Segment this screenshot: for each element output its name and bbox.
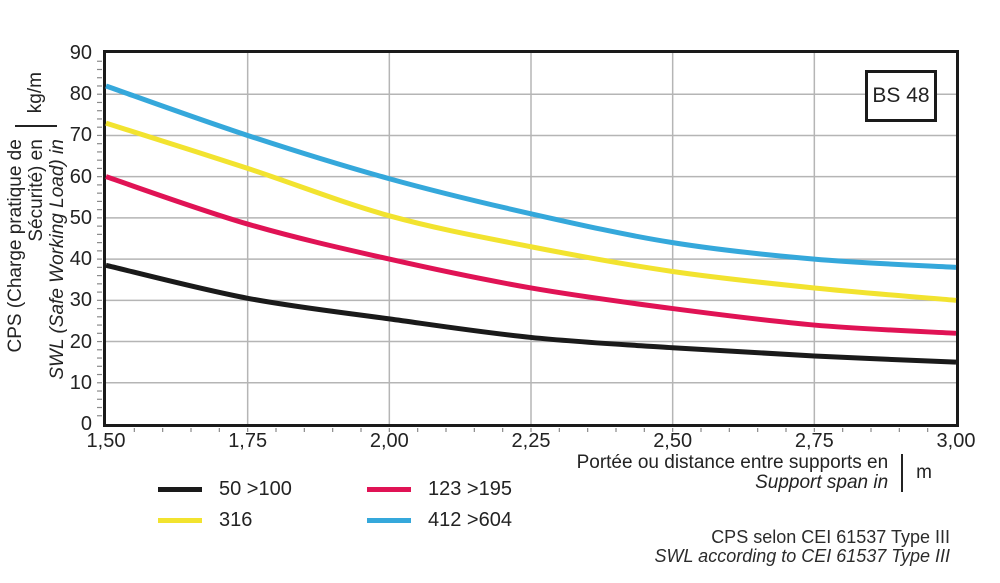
y-tick-label: 60 [69, 165, 92, 188]
legend-item: 123 >195 [367, 477, 512, 501]
legend-item: 412 >604 [367, 508, 512, 532]
y-axis-unit: kg/m [25, 72, 46, 114]
norm-reference: CPS selon CEI 61537 Type III SWL accordi… [655, 528, 951, 566]
legend-label: 316 [219, 508, 253, 531]
chart-canvas [97, 53, 957, 432]
plot-area [97, 50, 959, 432]
y-tick-label: 20 [69, 330, 92, 353]
y-tick-label: 0 [80, 413, 92, 435]
norm-reference-fr: CPS selon CEI 61537 Type III [711, 527, 950, 547]
legend-line-yellow [158, 517, 202, 523]
y-tick-label: 10 [69, 371, 92, 394]
y-axis-title: CPS (Charge pratique de Sécurité) en SWL… [5, 72, 68, 422]
legend-item: 316 [158, 508, 367, 532]
model-annotation-label: BS 48 [872, 84, 930, 107]
y-axis-title-fr: CPS (Charge pratique de Sécurité) en [4, 139, 47, 353]
y-tick-label: 50 [69, 206, 92, 229]
y-axis-title-en: SWL (Safe Working Load) in [46, 139, 68, 380]
curve-50-100 [105, 262, 957, 365]
y-tick-label: 90 [69, 42, 92, 64]
y-axis-unit-divider [15, 125, 57, 128]
curve-123-195 [105, 174, 957, 336]
x-tick-label: 2,75 [794, 430, 834, 452]
x-tick-label: 3,00 [936, 430, 976, 452]
curve-316 [105, 120, 957, 303]
legend-label: 50 >100 [219, 477, 292, 500]
y-tick-label: 80 [69, 83, 92, 106]
legend: 50 >100 123 >195 316 412 >604 [158, 477, 512, 532]
x-axis-title-en: Support span in [755, 472, 889, 493]
x-tick-label: 2,25 [511, 430, 551, 452]
x-axis-title-fr: Portée ou distance entre supports en [576, 452, 889, 473]
y-tick-label: 30 [69, 289, 92, 312]
x-tick-label: 2,50 [653, 430, 693, 452]
legend-line-black [158, 486, 202, 492]
x-axis-title: Portée ou distance entre supports en Sup… [577, 453, 932, 493]
curve-412-604 [105, 83, 957, 270]
legend-item: 50 >100 [158, 477, 367, 501]
y-axis-title-lines: CPS (Charge pratique de Sécurité) en SWL… [5, 139, 68, 422]
legend-line-blue [367, 517, 411, 523]
y-tick-label: 40 [69, 248, 92, 271]
legend-line-red [367, 486, 411, 492]
model-annotation-box: BS 48 [865, 70, 937, 122]
y-tick-label: 70 [69, 124, 92, 147]
x-tick-label: 2,00 [369, 430, 409, 452]
legend-label: 123 >195 [428, 477, 512, 500]
x-axis-title-lines: Portée ou distance entre supports en Sup… [577, 453, 889, 493]
norm-reference-en: SWL according to CEI 61537 Type III [654, 546, 951, 566]
x-tick-label: 1,75 [228, 430, 268, 452]
legend-label: 412 >604 [428, 508, 512, 531]
x-tick-label: 1,50 [86, 430, 126, 452]
x-axis-unit: m [916, 462, 932, 483]
x-axis-unit-divider [901, 454, 904, 492]
